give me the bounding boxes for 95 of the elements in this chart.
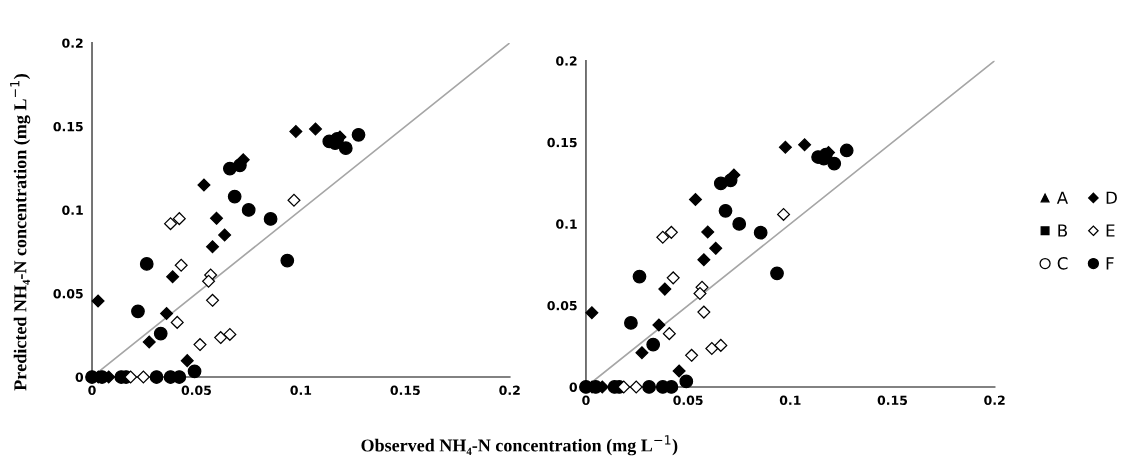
point bbox=[136, 370, 150, 384]
point bbox=[701, 225, 715, 239]
y-tick-label: 0.15 bbox=[53, 121, 83, 132]
point bbox=[214, 331, 228, 345]
point bbox=[617, 380, 631, 394]
point bbox=[697, 253, 711, 267]
point bbox=[241, 203, 256, 217]
y-tick-label: 0.05 bbox=[53, 288, 83, 299]
point bbox=[164, 217, 178, 231]
point bbox=[635, 346, 649, 360]
x-tick-label: 0 bbox=[88, 385, 96, 396]
point bbox=[839, 143, 854, 158]
y-tick-label: 0 bbox=[75, 372, 84, 382]
point bbox=[714, 338, 728, 352]
point bbox=[338, 141, 353, 156]
point bbox=[770, 266, 784, 281]
point bbox=[223, 327, 237, 341]
point bbox=[351, 127, 366, 142]
point bbox=[180, 354, 194, 368]
point bbox=[777, 207, 791, 221]
point bbox=[209, 211, 224, 225]
point bbox=[289, 124, 303, 138]
point bbox=[280, 253, 295, 268]
point bbox=[646, 337, 661, 352]
point bbox=[153, 326, 168, 341]
point bbox=[193, 338, 207, 352]
point bbox=[664, 225, 678, 239]
y-tick-label: 0.1 bbox=[556, 219, 577, 229]
point bbox=[166, 270, 180, 284]
point bbox=[697, 305, 711, 319]
y-tick-label: 0.15 bbox=[547, 137, 577, 148]
point bbox=[149, 370, 164, 384]
point bbox=[263, 212, 278, 226]
point bbox=[139, 257, 154, 271]
x-axis-title: Observed NH₄-N concentration (mg L$^{−1}$) bbox=[361, 435, 678, 456]
point bbox=[624, 316, 638, 330]
x-tick-label: 0.1 bbox=[779, 395, 801, 405]
point bbox=[629, 380, 643, 394]
x-tick-label: 0.05 bbox=[673, 395, 703, 405]
x-tick-label: 0.2 bbox=[499, 385, 520, 396]
point bbox=[585, 306, 599, 320]
point bbox=[632, 269, 647, 284]
point bbox=[798, 138, 812, 152]
point bbox=[218, 228, 232, 242]
point bbox=[197, 178, 211, 192]
point bbox=[666, 271, 680, 285]
point bbox=[658, 282, 672, 296]
point bbox=[202, 274, 216, 288]
point bbox=[693, 287, 707, 301]
legend-label: A bbox=[1056, 191, 1069, 204]
point bbox=[160, 307, 174, 321]
point bbox=[124, 370, 138, 384]
point bbox=[705, 341, 719, 356]
point bbox=[170, 315, 184, 329]
x-tick-label: 0.15 bbox=[877, 395, 908, 405]
y-tick-label: 0.1 bbox=[62, 205, 83, 215]
point bbox=[206, 293, 220, 307]
point bbox=[227, 189, 242, 204]
point bbox=[753, 225, 768, 240]
point bbox=[685, 348, 699, 362]
point bbox=[672, 364, 686, 378]
point bbox=[91, 294, 105, 308]
legend-label: E bbox=[1106, 224, 1115, 237]
point bbox=[827, 156, 842, 171]
y-tick-label: 0.2 bbox=[556, 56, 577, 66]
point bbox=[142, 335, 156, 349]
point bbox=[688, 192, 702, 206]
x-tick-label: 0.1 bbox=[290, 385, 312, 396]
x-tick-label: 0 bbox=[582, 395, 590, 405]
y-tick-label: 0.05 bbox=[547, 300, 577, 311]
legend-label: D bbox=[1106, 191, 1117, 204]
point bbox=[308, 122, 323, 136]
point bbox=[718, 203, 733, 218]
point bbox=[187, 364, 202, 379]
point bbox=[778, 140, 792, 154]
point bbox=[732, 217, 747, 231]
point bbox=[642, 380, 656, 394]
point bbox=[679, 374, 694, 389]
point bbox=[172, 212, 186, 226]
point bbox=[656, 230, 670, 244]
point bbox=[662, 327, 676, 341]
legend-label: C bbox=[1057, 257, 1068, 270]
point bbox=[709, 241, 723, 255]
point bbox=[174, 258, 188, 272]
legend-label: B bbox=[1058, 224, 1067, 237]
point bbox=[652, 318, 666, 332]
x-tick-label: 0.2 bbox=[984, 395, 1005, 405]
point bbox=[287, 193, 301, 207]
point bbox=[131, 304, 145, 319]
point bbox=[206, 240, 220, 254]
x-tick-label: 0.15 bbox=[390, 385, 420, 396]
legend-label: F bbox=[1106, 257, 1114, 270]
y-axis-title: Predicted NH₄-N concentration (mg L$^{−1}$) bbox=[10, 74, 31, 391]
y-tick-label: 0.2 bbox=[62, 38, 83, 48]
x-tick-label: 0.05 bbox=[181, 385, 211, 396]
